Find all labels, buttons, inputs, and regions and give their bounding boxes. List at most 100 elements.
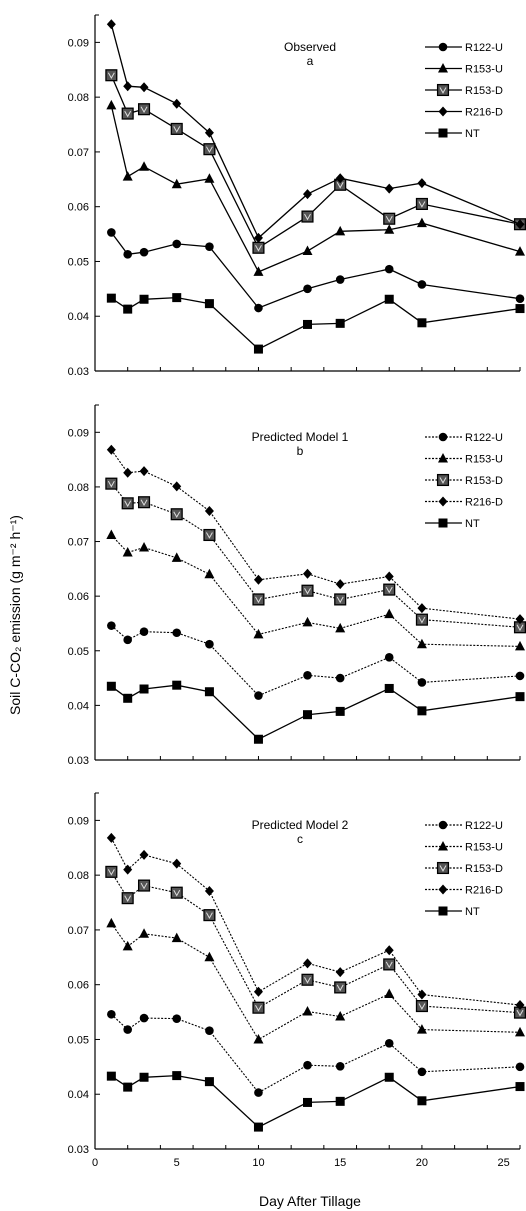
data-point-mark	[336, 182, 344, 189]
data-point	[335, 673, 345, 683]
data-point-mark	[336, 596, 344, 604]
data-point	[253, 232, 263, 243]
legend-item-nt: NT	[425, 906, 480, 918]
data-point	[515, 692, 525, 702]
data-point	[137, 496, 151, 509]
data-point	[105, 69, 118, 82]
y-tick-label: 0.05	[68, 646, 89, 658]
legend-marker	[438, 820, 448, 830]
y-tick-label: 0.03	[68, 755, 89, 767]
y-tick-label: 0.08	[68, 92, 89, 104]
data-point	[417, 280, 427, 289]
data-point	[383, 583, 396, 596]
data-point-mark	[124, 110, 132, 118]
legend-marker	[436, 473, 450, 487]
legend-marker	[438, 432, 448, 442]
data-point	[417, 678, 427, 687]
legend-label: R122-U	[465, 820, 503, 832]
y-tick-label: 0.06	[68, 591, 89, 603]
legend-marker	[438, 128, 448, 138]
data-point	[122, 940, 133, 951]
y-tick-label: 0.05	[68, 256, 89, 268]
data-point	[515, 1082, 525, 1092]
data-point	[204, 886, 214, 897]
series-line	[110, 684, 521, 740]
data-point	[384, 264, 394, 274]
data-point	[254, 691, 263, 700]
panel-title: Predicted Model 1	[252, 430, 349, 444]
data-point	[384, 653, 394, 662]
data-point	[139, 542, 150, 552]
data-point	[302, 616, 313, 627]
data-point	[123, 304, 133, 314]
x-tick-label: 10	[252, 1157, 264, 1169]
data-point	[204, 505, 214, 516]
data-point-mark	[173, 511, 181, 519]
data-point	[123, 467, 133, 478]
data-point	[515, 640, 525, 651]
data-point	[384, 224, 395, 234]
data-point	[302, 1006, 313, 1016]
data-point	[515, 614, 525, 625]
data-point	[253, 574, 263, 585]
data-point	[253, 1122, 263, 1132]
data-point	[515, 671, 525, 681]
series-r153-d	[105, 477, 526, 634]
legend-marker	[438, 63, 448, 73]
data-point	[204, 127, 214, 138]
series-r153-d	[105, 69, 526, 254]
data-point	[106, 293, 116, 303]
data-point	[417, 603, 427, 614]
legend-label: R216-D	[465, 107, 503, 119]
y-tick-label: 0.07	[68, 925, 89, 937]
y-tick-label: 0.08	[68, 482, 89, 494]
y-tick-label: 0.04	[68, 1089, 89, 1101]
data-point	[335, 967, 345, 978]
data-point	[303, 319, 312, 329]
y-tick-label: 0.04	[68, 700, 89, 712]
data-point	[415, 197, 428, 211]
data-point	[106, 99, 117, 110]
data-point	[172, 293, 182, 303]
legend-label: R216-D	[465, 497, 503, 509]
data-point-mark	[336, 984, 344, 992]
panel-title: Observed	[284, 40, 336, 54]
legend-item-r153-d: R153-D	[425, 473, 503, 487]
data-point	[170, 122, 183, 135]
data-point	[106, 1071, 116, 1081]
legend-marker	[438, 841, 448, 851]
data-point	[303, 958, 312, 969]
data-point-mark	[140, 106, 148, 114]
legend-label: R153-D	[465, 863, 503, 875]
x-tick-label: 0	[92, 1157, 98, 1169]
data-point	[253, 986, 263, 997]
legend-marker	[438, 42, 448, 52]
legend-item-r216-d: R216-D	[425, 106, 503, 119]
data-point	[172, 481, 182, 492]
data-point	[171, 552, 182, 562]
data-point	[383, 958, 396, 971]
data-point	[335, 275, 345, 284]
data-point	[253, 266, 264, 276]
data-point-mark	[255, 596, 262, 604]
data-point	[415, 1000, 428, 1013]
legend-marker	[438, 518, 448, 528]
series-r153-u	[106, 99, 525, 276]
data-point	[203, 909, 216, 922]
data-point	[515, 1062, 525, 1072]
data-point	[303, 1097, 312, 1107]
data-point	[139, 82, 149, 93]
data-point	[303, 671, 312, 680]
legend-marker	[438, 906, 448, 916]
data-point-mark	[205, 912, 213, 919]
data-point	[139, 1072, 149, 1082]
data-point	[204, 951, 215, 962]
data-point	[384, 571, 394, 582]
data-point	[205, 242, 214, 251]
y-tick-label: 0.09	[68, 427, 89, 439]
legend-item-r153-d: R153-D	[425, 83, 503, 97]
series-r122-u	[107, 621, 525, 700]
series-line	[110, 296, 521, 350]
data-point	[417, 178, 427, 189]
